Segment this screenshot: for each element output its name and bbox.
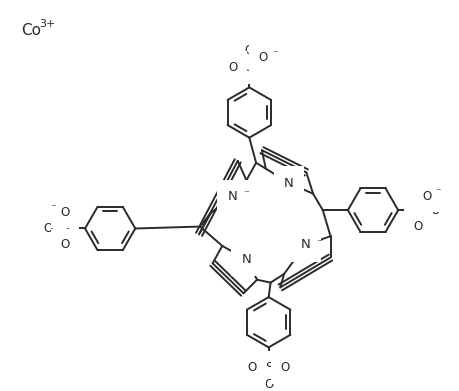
Text: O: O [421,190,431,203]
Text: N: N [300,239,309,251]
Text: ⁻: ⁻ [271,49,277,59]
Text: O: O [263,378,273,391]
Text: ⁻: ⁻ [50,203,56,213]
Text: N: N [284,177,293,190]
Text: O: O [228,61,237,74]
Text: O: O [44,222,53,235]
Text: O: O [258,52,267,65]
Text: S: S [264,361,272,374]
Text: 3+: 3+ [39,19,56,29]
Text: ⁻: ⁻ [434,187,440,197]
Text: N: N [241,253,251,266]
Text: O: O [60,206,69,219]
Text: S: S [414,204,421,217]
Text: ⁻: ⁻ [315,238,321,248]
Text: Co: Co [21,23,41,38]
Text: O: O [60,239,69,251]
Text: O: O [429,204,438,217]
Text: S: S [245,61,253,74]
Text: O: O [280,361,289,374]
Text: N: N [228,190,237,203]
Text: ⁻: ⁻ [243,190,249,200]
Text: O: O [247,361,256,374]
Text: O: O [244,44,253,57]
Text: O: O [413,220,422,233]
Text: S: S [61,222,68,235]
